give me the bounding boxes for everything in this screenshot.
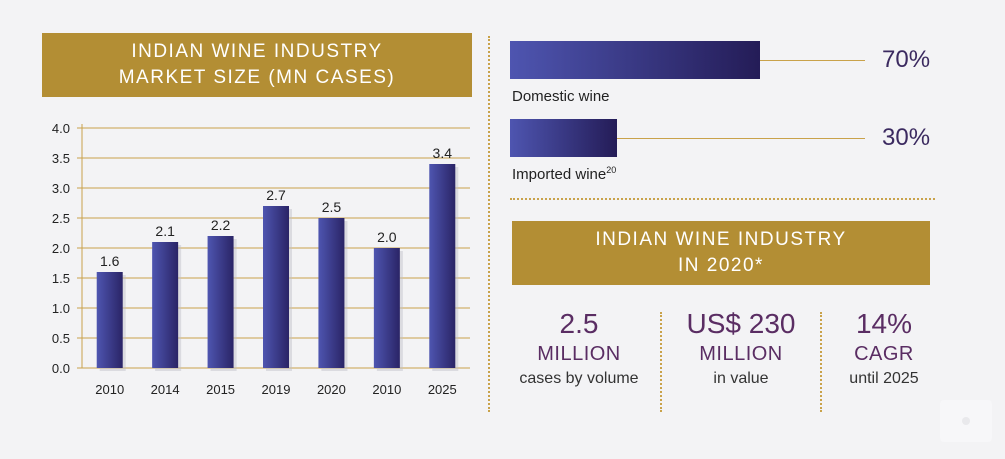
y-tick-label: 1.5 bbox=[52, 271, 70, 286]
industry-title-line2: IN 2020* bbox=[678, 255, 764, 276]
industry-title-line1: INDIAN WINE INDUSTRY bbox=[595, 229, 847, 250]
stat-cagr-unit: CAGR bbox=[854, 343, 914, 365]
x-tick-label: 2015 bbox=[206, 382, 235, 397]
x-tick-label: 2025 bbox=[428, 382, 457, 397]
y-tick-label: 4.0 bbox=[52, 121, 70, 136]
y-tick-label: 3.5 bbox=[52, 151, 70, 166]
scroll-top-button[interactable] bbox=[940, 400, 992, 442]
stat-cagr-caption: until 2025 bbox=[849, 370, 919, 387]
stat-value-value: US$ 230 bbox=[686, 308, 796, 339]
chart-title-line1: INDIAN WINE INDUSTRY bbox=[131, 41, 383, 62]
stat-value-unit: MILLION bbox=[699, 343, 783, 365]
domestic-share-bar bbox=[510, 41, 760, 79]
bar bbox=[152, 242, 179, 368]
y-tick-label: 2.0 bbox=[52, 241, 70, 256]
stat-volume-unit: MILLION bbox=[537, 343, 621, 365]
y-tick-label: 1.0 bbox=[52, 301, 70, 316]
y-tick-label: 0.5 bbox=[52, 331, 70, 346]
imported-share-bar bbox=[510, 119, 617, 157]
chart-title-banner: INDIAN WINE INDUSTRY MARKET SIZE (MN CAS… bbox=[42, 33, 472, 97]
bar-value-label: 2.2 bbox=[211, 217, 231, 233]
stat-volume-value: 2.5 bbox=[559, 308, 599, 339]
stat-cagr-value: 14% bbox=[855, 308, 913, 339]
y-tick-label: 0.0 bbox=[52, 361, 70, 376]
imported-share-label: Imported wine20 bbox=[512, 165, 617, 183]
bar-value-label: 2.5 bbox=[322, 199, 342, 215]
bar-value-label: 2.0 bbox=[377, 229, 397, 245]
bar-value-label: 1.6 bbox=[100, 253, 120, 269]
imported-share-percent: 30% bbox=[882, 124, 931, 151]
domestic-leader-line bbox=[760, 60, 865, 61]
bar bbox=[96, 272, 123, 368]
y-tick-label: 2.5 bbox=[52, 211, 70, 226]
stat-divider-2 bbox=[820, 312, 822, 412]
stat-cagr: 14% CAGR until 2025 bbox=[809, 308, 959, 390]
x-tick-label: 2010 bbox=[95, 382, 124, 397]
bar-value-label: 2.1 bbox=[155, 223, 175, 239]
industry-2020-banner: INDIAN WINE INDUSTRY IN 2020* bbox=[512, 221, 930, 285]
bar bbox=[429, 164, 456, 368]
x-tick-label: 2010 bbox=[372, 382, 401, 397]
bar bbox=[207, 236, 234, 368]
right-divider bbox=[510, 198, 935, 200]
bar bbox=[373, 248, 400, 368]
bar bbox=[318, 218, 345, 368]
stat-value-caption: in value bbox=[713, 370, 769, 387]
stat-volume: 2.5 MILLION cases by volume bbox=[504, 308, 654, 390]
y-tick-label: 3.0 bbox=[52, 181, 70, 196]
x-tick-label: 2019 bbox=[262, 382, 291, 397]
x-tick-label: 2020 bbox=[317, 382, 346, 397]
stat-volume-caption: cases by volume bbox=[519, 370, 639, 387]
bar bbox=[263, 206, 289, 368]
x-tick-label: 2014 bbox=[151, 382, 180, 397]
chart-title-line2: MARKET SIZE (MN CASES) bbox=[118, 67, 396, 88]
stat-divider-1 bbox=[660, 312, 662, 412]
bar-value-label: 2.7 bbox=[266, 187, 286, 203]
imported-leader-line bbox=[617, 138, 865, 139]
bar-value-label: 3.4 bbox=[433, 145, 453, 161]
domestic-share-percent: 70% bbox=[882, 46, 931, 73]
center-divider bbox=[488, 36, 490, 412]
stat-value: US$ 230 MILLION in value bbox=[666, 308, 816, 390]
domestic-share-label: Domestic wine bbox=[512, 88, 610, 105]
